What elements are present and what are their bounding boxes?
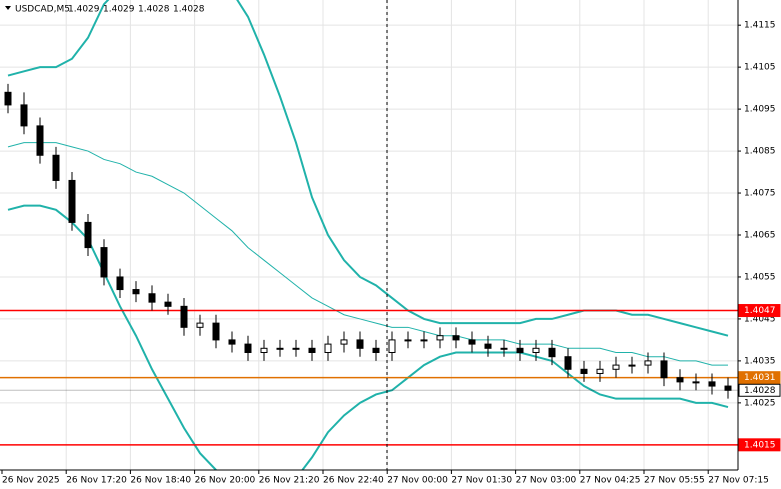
level-label-box [738,304,781,318]
candle-body [100,247,108,278]
y-tick-label: 1.4055 [744,272,776,282]
candle-body [68,179,76,223]
x-tick-label: 27 Nov 07:15 [708,476,769,486]
candle-body [340,339,348,345]
candle-body [628,364,636,367]
x-tick-label: 27 Nov 01:30 [451,476,512,486]
candle-body [532,347,540,353]
candle-body [228,339,236,345]
x-tick-label: 27 Nov 04:25 [580,476,641,486]
candle-body [20,104,28,127]
band-line [7,204,729,470]
dropdown-icon[interactable] [5,6,11,10]
candle-body [324,343,332,354]
level-label: 1.4031 [744,373,776,383]
candle-body [612,364,620,370]
candle-body [164,301,172,307]
candle-body [516,347,524,353]
header-value: 1.4028 [173,5,205,15]
level-label: 1.4028 [744,386,776,396]
candle-body [292,347,300,350]
y-tick-label: 1.4035 [744,356,776,366]
band-line [7,142,728,366]
candle-body [4,91,12,106]
level-label: 1.4047 [744,306,776,316]
candle-body [676,377,684,383]
level-label-box [738,383,781,397]
axis-labels: 1.4025 1.4035 1.4045 1.4055 1.4065 1.4075 1.40… [1,21,781,486]
header: USDCAD,M5 1.4029 1.4029 1.4028 1.4028 [5,5,205,15]
x-tick-label: 26 Nov 18:40 [130,476,191,486]
candle-body [132,289,140,295]
candle-body [52,154,60,181]
candle-body [596,368,604,374]
candle-body [116,276,124,291]
candle-body [452,335,460,341]
candle-body [468,339,476,345]
candle-body [644,360,652,366]
candle-body [580,368,588,374]
y-tick-label: 1.4095 [744,105,776,115]
candle-body [548,347,556,358]
candle-body [196,322,204,328]
candle-body [420,339,428,342]
y-tick-label: 1.4025 [744,398,776,408]
header-value: 1.4029 [68,5,100,15]
candle-body [148,293,156,303]
candle-body [356,339,364,349]
candle-body [724,385,732,391]
candle-body [212,322,220,341]
x-tick-label: 26 Nov 17:20 [66,476,127,486]
candle-body [308,347,316,353]
x-tick-label: 27 Nov 03:00 [516,476,577,486]
candle-body [388,339,396,353]
candle-body [500,347,508,350]
y-tick-label: 1.4045 [744,314,776,324]
y-tick-label: 1.4065 [744,231,776,241]
y-tick-label: 1.4115 [744,21,776,31]
y-tick-label: 1.4085 [744,147,776,157]
x-tick-label: 26 Nov 20:00 [195,476,256,486]
y-tick-label: 1.4075 [744,189,776,199]
header-value: 1.4029 [103,5,135,15]
level-label-box [738,438,781,452]
header-value: 1.4028 [138,5,170,15]
candle-body [708,381,716,387]
candle-body [260,347,268,353]
candle-body [180,305,188,328]
level-label-box [738,371,781,385]
symbol: USDCAD,M5 [15,5,70,15]
x-tick-label: 27 Nov 05:55 [644,476,705,486]
candle-body [276,347,284,350]
candle-body [372,347,380,353]
x-tick-label: 27 Nov 00:00 [387,476,448,486]
candle-body [436,335,444,341]
candle-body [564,356,572,370]
candle-body [484,343,492,349]
grid [0,0,738,470]
plot-area [0,0,738,470]
x-tick-label: 26 Nov 2025 [2,476,60,486]
candle-body [244,343,252,354]
candle-body [404,339,412,342]
candle-body [36,125,44,156]
x-tick-label: 26 Nov 21:20 [259,476,320,486]
candle-body [660,360,668,379]
x-tick-label: 26 Nov 22:40 [323,476,384,486]
y-tick-label: 1.4105 [744,63,776,73]
level-label: 1.4015 [744,440,776,450]
candle-body [692,381,700,384]
candle-body [84,221,92,249]
